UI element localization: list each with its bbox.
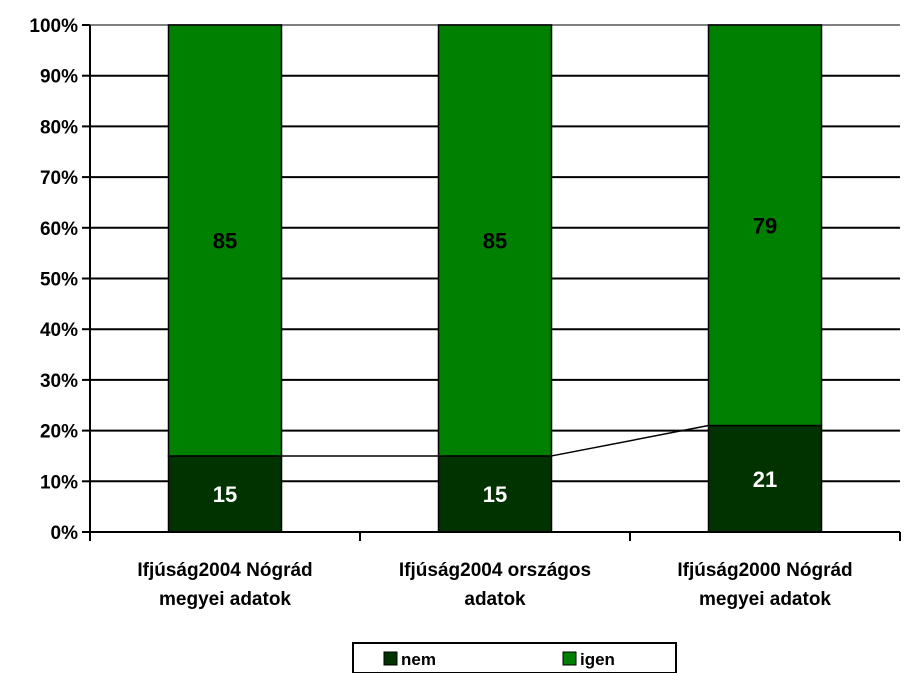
bar-segments — [167, 24, 823, 533]
bar-igen — [167, 24, 283, 457]
category-labels: Ifjúság2004 Nógrád megyei adatokIfjúság20… — [137, 560, 852, 610]
bar-nem — [707, 424, 823, 533]
series-line — [551, 424, 709, 457]
series-lines — [281, 424, 709, 457]
legend-label: nem — [401, 650, 436, 669]
y-tick-label: 10% — [40, 472, 78, 493]
category-label-line: megyei adatok — [699, 589, 831, 610]
bar-igen — [437, 24, 553, 457]
data-label: 15 — [213, 482, 237, 507]
data-label: 79 — [753, 213, 777, 238]
data-label: 85 — [483, 228, 507, 253]
category-label: Ifjúság2004 országos adatok — [399, 560, 591, 610]
legend-swatch-nem — [383, 651, 398, 666]
category-label: Ifjúság2000 Nógrád megyei adatok — [677, 560, 852, 610]
y-tick-label: 80% — [40, 117, 78, 138]
legend-box — [352, 642, 677, 673]
y-tick-label: 50% — [40, 270, 78, 291]
category-label-line: Ifjúság2000 Nógrád — [677, 560, 852, 581]
legend-swatch-igen — [562, 651, 577, 666]
y-tick-label: 0% — [51, 523, 79, 544]
y-tick-label: 70% — [40, 168, 78, 189]
legend-label: igen — [580, 650, 615, 669]
data-labels: 15 85 15 85 21 79 — [213, 213, 777, 507]
y-tick-label: 100% — [29, 16, 78, 37]
axes — [82, 24, 901, 541]
data-label: 21 — [753, 467, 777, 492]
y-tick-label: 60% — [40, 219, 78, 240]
category-label-line: Ifjúság2004 országos — [399, 560, 591, 581]
y-tick-label: 30% — [40, 371, 78, 392]
category-label: Ifjúság2004 Nógrád megyei adatok — [137, 560, 312, 610]
category-label-line: megyei adatok — [159, 589, 291, 610]
category-label-line: Ifjúság2004 Nógrád — [137, 560, 312, 581]
y-tick-label: 20% — [40, 422, 78, 443]
y-tick-labels: 0% 10% 20% 30% 40% 50% 60% 70% 80% 90% 100% — [29, 16, 78, 544]
data-label: 85 — [213, 228, 237, 253]
data-label: 15 — [483, 482, 507, 507]
bar-igen — [707, 24, 823, 427]
y-tick-label: 90% — [40, 67, 78, 88]
category-label-line: adatok — [464, 589, 526, 610]
y-tick-label: 40% — [40, 320, 78, 341]
legend: nem igen — [352, 642, 677, 673]
